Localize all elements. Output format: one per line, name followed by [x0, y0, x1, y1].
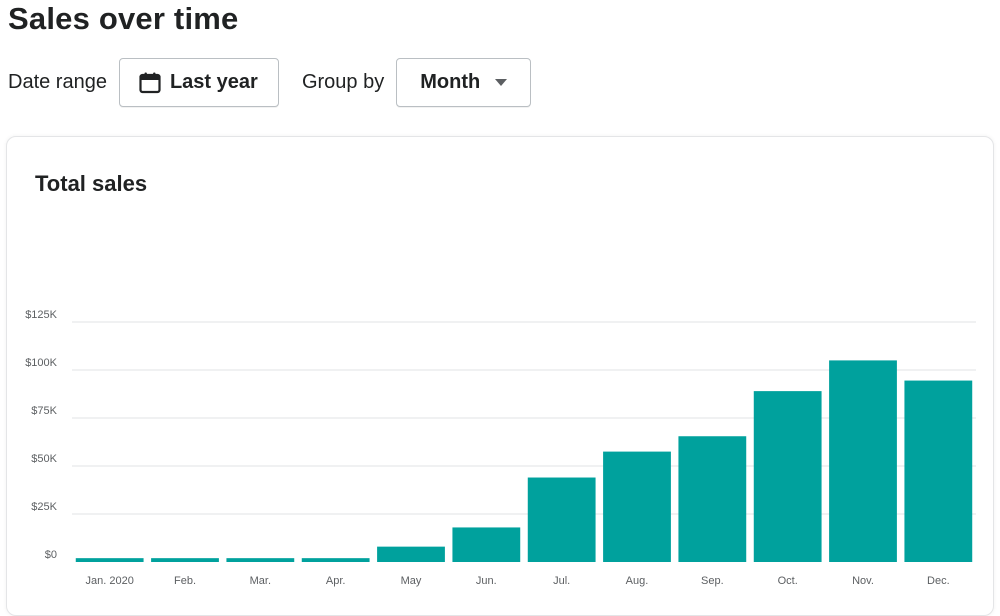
bar[interactable] [151, 558, 219, 562]
y-tick-label: $50K [31, 453, 57, 465]
y-tick-label: $75K [31, 405, 57, 417]
x-tick-label: Jul. [553, 575, 570, 587]
x-tick-label: Dec. [927, 575, 950, 587]
sales-chart-card: Total sales $0 $25K $50K $75K $100K $125K Jan.… [6, 136, 994, 616]
x-tick-label: Mar. [250, 575, 271, 587]
bar[interactable] [75, 558, 144, 562]
y-tick-label: $125K [25, 309, 57, 321]
x-tick-label: Nov. [852, 575, 874, 587]
group-by-label: Group by [301, 71, 385, 93]
group-by-dropdown[interactable]: Month [396, 58, 532, 107]
y-tick-label: $0 [45, 549, 57, 561]
x-tick-label: Jan. 2020 [86, 575, 134, 587]
calendar-icon [139, 72, 161, 94]
x-tick-label: Sep. [701, 575, 724, 587]
bar[interactable] [527, 477, 596, 562]
y-tick-label: $25K [31, 501, 57, 513]
bar[interactable] [603, 451, 671, 562]
y-tick-label: $100K [25, 357, 57, 369]
x-tick-label: Oct. [778, 575, 798, 587]
bar[interactable] [377, 546, 445, 562]
x-tick-label: May [401, 575, 422, 587]
bar[interactable] [301, 558, 370, 562]
bar-chart: $0 $25K $50K $75K $100K $125K Jan. 2020 Feb. Mar… [25, 309, 976, 587]
bar[interactable] [829, 360, 897, 562]
x-tick-label: Aug. [626, 575, 649, 587]
bar[interactable] [678, 436, 747, 562]
x-tick-label: Feb. [174, 575, 196, 587]
card-title: Total sales [35, 171, 148, 196]
bar[interactable] [226, 558, 295, 562]
caret-down-icon [494, 78, 508, 87]
date-range-label: Date range [8, 71, 107, 93]
group-by-value: Month [420, 71, 481, 93]
bar[interactable] [904, 380, 973, 562]
x-tick-label: Apr. [326, 575, 346, 587]
x-tick-label: Jun. [476, 575, 497, 587]
date-range-button[interactable]: Last year [118, 58, 279, 107]
date-range-value: Last year [169, 71, 258, 93]
filter-bar: Date range Last year Group by Month [8, 57, 532, 108]
bar[interactable] [452, 527, 521, 562]
page-title: Sales over time [8, 1, 239, 36]
bar[interactable] [753, 391, 822, 562]
